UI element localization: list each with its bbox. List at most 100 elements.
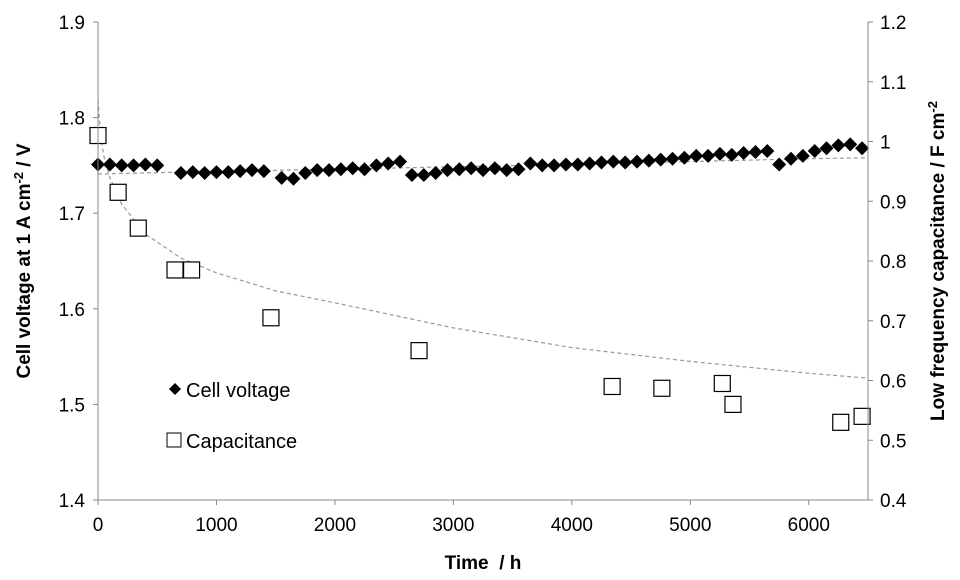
cell-voltage-point [274, 170, 289, 185]
cell-voltage-point [535, 158, 550, 173]
right-y-axis-title: Low frequency capacitance / F cm-2 [925, 101, 949, 421]
cell-voltage-point [416, 167, 431, 182]
cell-voltage-point [209, 165, 224, 180]
x-tick-label: 5000 [669, 515, 711, 536]
cell-voltage-point [689, 148, 704, 163]
cell-voltage-point [582, 156, 597, 171]
cell-voltage-point [102, 157, 117, 172]
cell-voltage-point [807, 144, 822, 159]
cell-voltage-point [523, 156, 538, 171]
x-tick-label: 0 [93, 515, 104, 536]
cell-voltage-point [558, 157, 573, 172]
cell-voltage-point [712, 146, 727, 161]
cell-voltage-point [736, 145, 751, 160]
cell-voltage-point [197, 166, 212, 181]
left-y-tick-label: 1.9 [59, 13, 85, 34]
cell-voltage-point [404, 167, 419, 182]
legend-label-cell-voltage: Cell voltage [186, 380, 291, 402]
right-y-tick-label: 0.5 [880, 431, 906, 452]
capacitance-point [653, 379, 671, 397]
cell-voltage-point [606, 154, 621, 169]
cell-voltage-point [499, 163, 514, 178]
left-y-tick-label: 1.5 [59, 395, 85, 416]
left-y-tick-label: 1.7 [59, 204, 85, 225]
capacitance-point [410, 342, 428, 360]
cell-voltage-point [476, 163, 490, 178]
cell-voltage-point [138, 157, 153, 172]
cell-voltage-point [641, 153, 656, 168]
cell-voltage-point [221, 165, 236, 180]
cell-voltage-point [819, 141, 834, 156]
capacitance-point [832, 413, 850, 431]
cell-voltage-point [511, 162, 526, 177]
right-y-tick-label: 1.2 [880, 13, 906, 34]
legend: Cell voltage Capacitance [166, 380, 297, 453]
cell-voltage-point [322, 163, 336, 178]
cell-voltage-point [701, 148, 716, 163]
left-y-ticks: 1.4 1.5 1.6 1.7 1.8 1.9 [59, 13, 98, 512]
cell-voltage-point [653, 152, 668, 167]
cell-voltage-point [393, 154, 408, 169]
x-tick-label: 6000 [788, 515, 830, 536]
capacitance-point [182, 261, 201, 279]
cell-voltage-point [440, 163, 455, 178]
cell-voltage-point [772, 157, 787, 172]
cell-voltage-point [748, 145, 763, 160]
cell-voltage-point [464, 161, 479, 176]
x-ticks: 0 1000 2000 3000 4000 5000 6000 [93, 500, 830, 536]
cell-voltage-point [855, 141, 870, 156]
cell-voltage-point [784, 151, 798, 166]
right-y-tick-label: 0.7 [880, 312, 906, 333]
right-y-tick-label: 1 [880, 133, 891, 154]
capacitance-point [853, 407, 871, 425]
right-y-tick-label: 1.1 [880, 73, 906, 94]
cell-voltage-point [357, 162, 372, 177]
capacitance-point [603, 377, 621, 396]
cell-voltage-point [428, 166, 443, 181]
cell-voltage-point [630, 154, 644, 169]
axes [97, 22, 869, 501]
cell-voltage-point [487, 161, 502, 176]
legend-square-marker [166, 432, 182, 448]
cell-voltage-point [333, 162, 348, 177]
cell-voltage-point [298, 166, 313, 181]
cell-voltage-point [256, 164, 271, 179]
capacitance-point [109, 183, 127, 201]
cell-voltage-point [150, 158, 165, 173]
cell-voltage-point [233, 164, 248, 179]
cell-voltage-point [452, 162, 467, 177]
cell-voltage-point [570, 157, 585, 172]
x-axis-title: Time / h [445, 553, 522, 574]
cell-voltage-point [618, 155, 633, 170]
cell-voltage-point [665, 151, 680, 166]
cell-voltage-point [173, 166, 188, 181]
legend-diamond-marker [169, 383, 181, 395]
left-y-tick-label: 1.6 [59, 300, 85, 321]
x-tick-label: 1000 [195, 515, 237, 536]
right-y-tick-label: 0.8 [880, 252, 906, 273]
capacitance-point [713, 374, 731, 393]
cell-voltage-point [114, 158, 129, 173]
cell-voltage-point [185, 165, 200, 180]
cell-voltage-point [831, 138, 846, 153]
right-y-tick-label: 0.9 [880, 192, 906, 213]
right-y-tick-label: 0.4 [880, 491, 907, 512]
cell-voltage-point [547, 158, 562, 173]
cell-voltage-point [795, 148, 810, 163]
capacitance-point [262, 309, 280, 327]
x-tick-label: 2000 [314, 515, 356, 536]
cell-voltage-point [760, 144, 775, 159]
right-y-ticks: 0.4 0.5 0.6 0.7 0.8 0.9 1 1.1 1.2 [868, 13, 907, 512]
x-tick-label: 4000 [551, 515, 593, 536]
cell-voltage-point [724, 147, 739, 162]
left-y-tick-label: 1.8 [59, 109, 85, 130]
left-y-axis-title: Cell voltage at 1 A cm-2 / V [11, 143, 35, 378]
cell-voltage-point [345, 161, 360, 176]
cell-voltage-point [381, 156, 396, 171]
capacitance-point [129, 219, 147, 237]
capacitance-point [724, 395, 742, 413]
legend-label-capacitance: Capacitance [186, 431, 297, 453]
cell-voltage-markers [91, 137, 870, 186]
cell-voltage-point [126, 158, 141, 173]
